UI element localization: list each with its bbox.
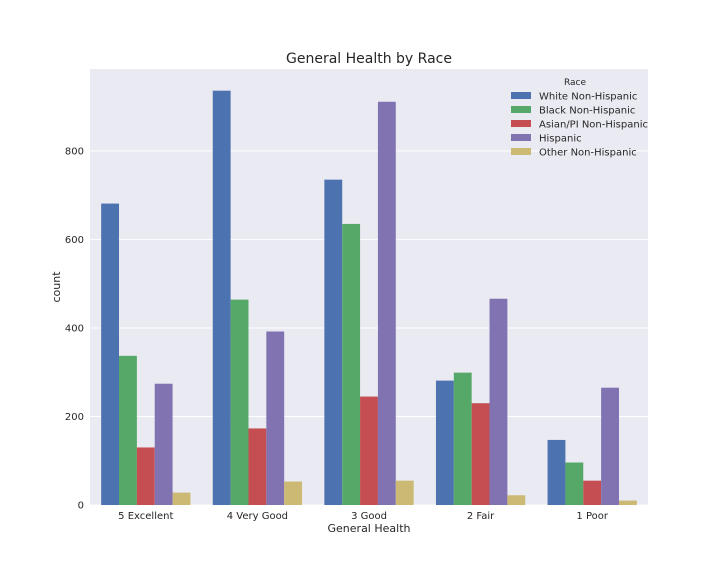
bar [248, 428, 267, 505]
bar [360, 396, 378, 505]
x-tick-label: 2 Fair [467, 511, 495, 522]
legend: Race White Non-Hispanic Black Non-Hispani… [511, 78, 648, 159]
x-tick-labels: 5 Excellent 4 Very Good 3 Good 2 Fair 1 Poor [118, 511, 609, 522]
y-tick-label: 400 [65, 323, 84, 334]
bar [284, 481, 303, 505]
bar [212, 90, 231, 506]
bar [507, 495, 526, 505]
legend-swatch [511, 106, 531, 113]
bar [435, 380, 454, 505]
legend-swatch [511, 120, 531, 127]
legend-entry: Asian/PI Non-Hispanic [539, 120, 648, 131]
legend-entry: Hispanic [539, 134, 582, 145]
bar [101, 203, 120, 505]
bar [565, 462, 584, 505]
y-tick-label: 0 [78, 501, 84, 512]
legend-swatch [511, 148, 531, 155]
bar [377, 101, 396, 505]
bar [453, 372, 472, 505]
x-axis-label: General Health [328, 522, 411, 535]
bar [324, 179, 343, 505]
bar [601, 387, 619, 505]
y-tick-label: 800 [65, 146, 84, 157]
bar [172, 492, 191, 505]
bar [395, 480, 414, 505]
bar [583, 480, 602, 505]
bar [154, 383, 173, 505]
bars [101, 90, 637, 506]
bar [230, 299, 249, 505]
legend-title: Race [564, 78, 587, 88]
legend-entry: White Non-Hispanic [539, 92, 637, 103]
bar [471, 403, 490, 505]
x-tick-label: 4 Very Good [227, 511, 288, 522]
y-tick-label: 600 [65, 235, 84, 246]
bar [119, 355, 137, 505]
bar [136, 447, 155, 505]
chart-title: General Health by Race [286, 51, 452, 67]
x-tick-label: 5 Excellent [118, 511, 173, 522]
legend-entry: Black Non-Hispanic [539, 106, 635, 117]
legend-entry: Other Non-Hispanic [539, 148, 637, 159]
legend-swatch [511, 134, 531, 141]
x-tick-label: 3 Good [351, 511, 387, 522]
x-tick-label: 1 Poor [576, 511, 608, 522]
bar [547, 439, 566, 505]
y-tick-label: 200 [65, 412, 84, 423]
bar [489, 298, 508, 505]
bar [342, 223, 361, 505]
y-axis-label: count [50, 271, 63, 303]
legend-swatch [511, 92, 531, 99]
bar [266, 331, 285, 505]
bar [618, 500, 637, 505]
y-tick-labels: 0 200 400 600 800 [65, 146, 84, 511]
